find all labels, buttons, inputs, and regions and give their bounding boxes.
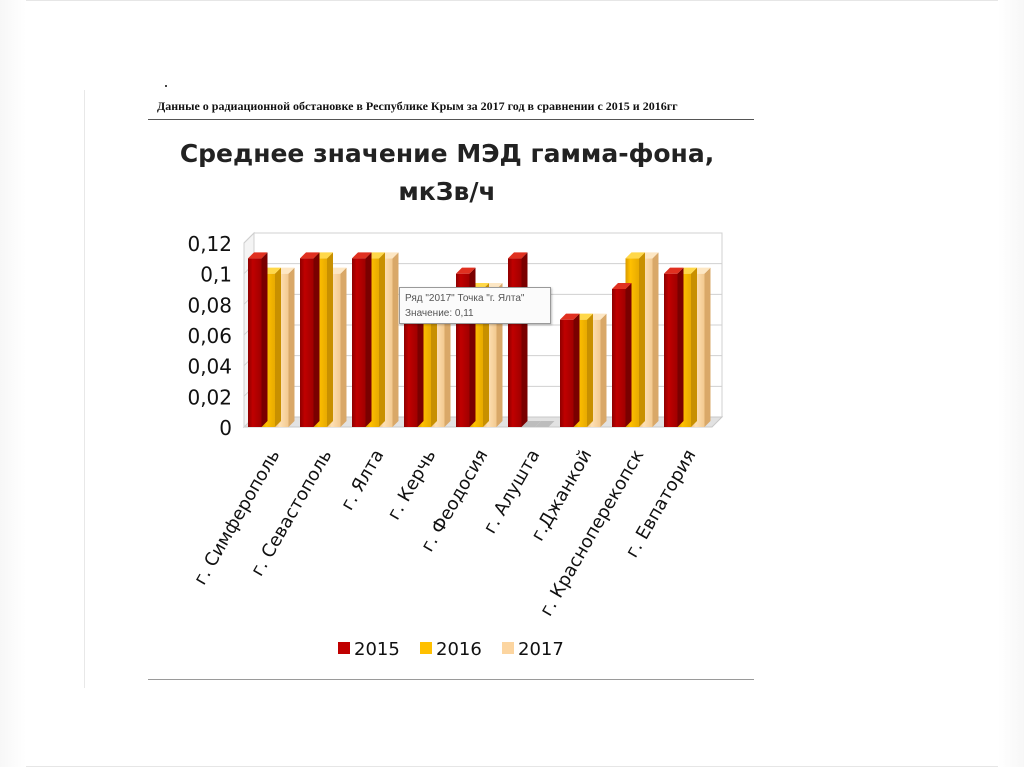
bar-side [573, 313, 580, 427]
y-tick-label: 0,1 [200, 263, 232, 287]
bar-side [521, 252, 528, 427]
bar-empty [535, 421, 555, 427]
bar-side [327, 252, 333, 427]
bar [612, 289, 626, 427]
bar-top [508, 252, 528, 259]
gridline-diagonal [243, 232, 255, 244]
chart-title-line-2: мкЗв/ч [398, 177, 495, 206]
bar-side [431, 313, 437, 427]
tooltip-series-point: Ряд "2017" Точка "г. Ялта" [405, 293, 525, 304]
bar-side [600, 313, 607, 427]
bar-empty [521, 421, 541, 427]
y-tick-label: 0,08 [187, 293, 232, 317]
y-tick-label: 0,06 [187, 324, 232, 348]
bars-layer [248, 252, 711, 427]
bar-side [379, 252, 385, 427]
bar-side [365, 252, 372, 427]
bar-top [300, 252, 320, 259]
bar [508, 258, 522, 427]
tooltip-value: Значение: 0,11 [405, 308, 474, 319]
bar [664, 273, 678, 427]
x-tick-label: г. Керчь [383, 446, 440, 524]
bar [404, 319, 418, 427]
bar-side [652, 252, 659, 427]
heading-underline [148, 119, 754, 120]
bar [300, 258, 314, 427]
legend-label: 2015 [354, 639, 400, 660]
legend: 2015 2016 2017 [338, 639, 564, 660]
bar-top [625, 252, 645, 259]
bar-side [691, 267, 697, 427]
document-heading: Данные о радиационной обстановке в Респу… [157, 99, 678, 113]
bar-top [612, 283, 632, 289]
y-tick-label: 0,04 [187, 355, 232, 379]
bar-side [261, 252, 268, 427]
bar-side [313, 252, 320, 427]
legend-swatch [502, 642, 514, 654]
bar-top [352, 252, 372, 259]
bar-side [677, 267, 684, 427]
y-tick-label: 0,12 [187, 232, 232, 256]
bar-side [587, 313, 593, 427]
bar [352, 258, 366, 427]
x-tick-label: г. Ялта [337, 446, 388, 514]
bar-side [392, 252, 399, 427]
slide-left-shadow [0, 0, 26, 767]
legend-label: 2017 [518, 639, 564, 660]
page-bottom-rule [148, 679, 754, 680]
bar-side [625, 283, 632, 427]
y-axis-ticks: 0 0,02 0,04 0,06 0,08 0,1 0,12 [187, 232, 232, 440]
bar-side [639, 252, 645, 427]
bar-side [340, 267, 347, 427]
bar-top [560, 313, 580, 320]
bar-side [444, 313, 451, 427]
bar-top [456, 267, 476, 274]
y-tick-label: 0,02 [187, 385, 232, 409]
bar-top [664, 267, 684, 274]
bar-side [288, 267, 295, 427]
bar [560, 319, 574, 427]
bar [248, 258, 262, 427]
bar-side [275, 267, 281, 427]
y-tick-label: 0 [219, 416, 232, 440]
scan-dot [165, 85, 167, 87]
legend-swatch [338, 642, 350, 654]
page-left-edge [84, 90, 85, 688]
legend-swatch [420, 642, 432, 654]
slide-right-shadow [998, 0, 1024, 767]
bar-side [704, 267, 711, 427]
chart-title: Среднее значение МЭД гамма-фона, мкЗв/ч [180, 139, 714, 206]
chart-title-line-1: Среднее значение МЭД гамма-фона, [180, 139, 714, 168]
bar-side [417, 313, 424, 427]
bar-top [248, 252, 268, 259]
data-tooltip: Ряд "2017" Точка "г. Ялта" Значение: 0,1… [399, 287, 551, 324]
legend-label: 2016 [436, 639, 482, 660]
